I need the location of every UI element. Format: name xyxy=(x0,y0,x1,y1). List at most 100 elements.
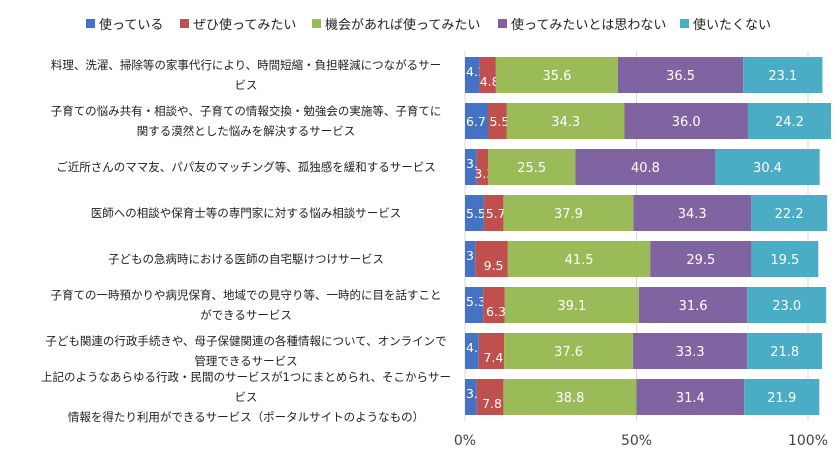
bar-5-4 xyxy=(747,287,827,323)
bar-4-0 xyxy=(465,241,476,277)
data-label-6-0: 4.0 xyxy=(466,340,486,355)
data-label-2-4: 30.4 xyxy=(753,161,782,176)
data-label-5-1: 6.3 xyxy=(486,304,506,319)
bar-7-4 xyxy=(744,379,820,415)
bar-6-0 xyxy=(465,333,479,369)
data-label-7-4: 21.9 xyxy=(767,391,796,406)
bar-2-1 xyxy=(476,149,488,185)
data-label-0-0: 4.2 xyxy=(466,64,486,79)
data-label-3-1: 5.7 xyxy=(486,206,506,221)
category-label-3: 医師への相談や保育士等の専門家に対する悩み相談サービス xyxy=(36,191,456,235)
data-label-7-2: 38.8 xyxy=(555,391,584,406)
data-label-6-2: 37.6 xyxy=(554,345,583,360)
x-tick-label-0: 0% xyxy=(454,433,476,449)
data-label-7-3: 31.4 xyxy=(676,391,705,406)
bar-7-2 xyxy=(503,379,637,415)
bar-3-1 xyxy=(483,195,504,231)
bar-0-4 xyxy=(743,57,823,93)
chart-legend: 使っている ぜひ使ってみたい 機会があれば使ってみたい 使ってみたいとは思わない… xyxy=(0,14,840,34)
category-label-line: 子育ての一時預かりや病児保育、地域での見守り等、一時的に目を話すこと xyxy=(50,288,442,302)
legend-swatch-3 xyxy=(498,19,507,28)
bar-6-1 xyxy=(478,333,505,369)
legend-swatch-2 xyxy=(312,19,321,28)
category-label-text-2: ご近所さんのママ友、パパ友のマッチング等、孤独感を緩和するサービス xyxy=(56,157,436,177)
legend-swatch-0 xyxy=(86,19,95,28)
category-label-6: 子ども関連の行政手続きや、母子保健関連の各種情報について、オンラインで 管理できる… xyxy=(36,329,456,373)
legend-label-3: 使ってみたいとは思わない xyxy=(511,18,667,33)
category-label-line: 子育ての悩み共有・相談や、子育ての情報交換・勉強会の実施等、子育てに xyxy=(50,104,442,118)
data-label-2-3: 40.8 xyxy=(631,161,660,176)
data-label-0-3: 36.5 xyxy=(666,69,695,84)
category-label-text-4: 子どもの急病時における医師の自宅駆けつけサービス xyxy=(108,249,384,269)
bar-5-0 xyxy=(465,287,484,323)
category-label-4: 子どもの急病時における医師の自宅駆けつけサービス xyxy=(36,237,456,281)
category-label-0: 料理、洗濯、掃除等の家事代行により、時間短縮・負担軽減につながるサー ビス xyxy=(36,53,456,97)
category-label-text-1: 子育ての悩み共有・相談や、子育ての情報交換・勉強会の実施等、子育てに 関する漠然と… xyxy=(51,101,442,141)
data-label-6-1: 7.4 xyxy=(483,350,503,365)
category-label-line: ビス xyxy=(234,78,258,92)
data-label-4-1: 9.5 xyxy=(484,258,504,273)
bar-1-0 xyxy=(465,103,488,139)
data-label-5-2: 39.1 xyxy=(557,299,586,314)
category-label-1: 子育ての悩み共有・相談や、子育ての情報交換・勉強会の実施等、子育てに 関する漠然と… xyxy=(36,99,456,143)
data-label-3-3: 34.3 xyxy=(678,207,707,222)
category-label-text-0: 料理、洗濯、掃除等の家事代行により、時間短縮・負担軽減につながるサー ビス xyxy=(51,55,441,95)
bar-0-3 xyxy=(617,57,744,93)
legend-label-2: 機会があれば使ってみたい xyxy=(325,18,481,33)
category-label-line: ご近所さんのママ友、パパ友のマッチング等、孤独感を緩和するサービス xyxy=(56,160,436,174)
data-label-2-0: 3.4 xyxy=(466,156,486,171)
data-label-2-2: 25.5 xyxy=(517,161,546,176)
bar-2-2 xyxy=(487,149,576,185)
category-label-5: 子育ての一時預かりや病児保育、地域での見守り等、一時的に目を話すこと ができるサー… xyxy=(36,283,456,327)
bar-3-2 xyxy=(503,195,634,231)
bar-7-1 xyxy=(476,379,504,415)
bar-1-1 xyxy=(487,103,507,139)
category-label-line: 医師への相談や保育士等の専門家に対する悩み相談サービス xyxy=(90,206,402,220)
data-label-7-0: 3.4 xyxy=(466,386,486,401)
category-label-text-7: 上記のようなあらゆる行政・民間のサービスが1つにまとめられ、そこからサービス 情報… xyxy=(36,367,456,427)
data-label-1-0: 6.7 xyxy=(466,114,486,129)
data-label-1-2: 34.3 xyxy=(551,115,580,130)
bar-4-3 xyxy=(650,241,752,277)
data-label-7-1: 7.8 xyxy=(482,396,502,411)
data-label-5-3: 31.6 xyxy=(679,299,708,314)
legend-item-2: 機会があれば使ってみたい xyxy=(312,14,480,33)
bar-4-4 xyxy=(751,241,819,277)
legend-label-0: 使っている xyxy=(99,18,164,33)
data-label-4-3: 29.5 xyxy=(686,253,715,268)
category-label-line: 料理、洗濯、掃除等の家事代行により、時間短縮・負担軽減につながるサー xyxy=(50,58,442,72)
category-label-line: 子ども関連の行政手続きや、母子保健関連の各種情報について、オンラインで xyxy=(45,334,447,348)
bar-5-3 xyxy=(638,287,748,323)
bar-1-3 xyxy=(624,103,748,139)
bar-7-0 xyxy=(465,379,477,415)
data-label-0-2: 35.6 xyxy=(542,69,571,84)
legend-item-4: 使いたくない xyxy=(680,14,771,33)
bar-2-3 xyxy=(575,149,716,185)
bar-0-1 xyxy=(479,57,496,93)
bar-5-2 xyxy=(504,287,639,323)
category-label-text-3: 医師への相談や保育士等の専門家に対する悩み相談サービス xyxy=(91,203,402,223)
bar-1-2 xyxy=(506,103,625,139)
bar-2-4 xyxy=(715,149,820,185)
data-label-5-0: 5.3 xyxy=(466,294,486,309)
data-label-4-2: 41.5 xyxy=(565,253,594,268)
bar-4-1 xyxy=(475,241,508,277)
data-label-4-0: 3.0 xyxy=(466,248,486,263)
bar-1-4 xyxy=(747,103,831,139)
legend-item-3: 使ってみたいとは思わない xyxy=(498,14,666,33)
bar-0-0 xyxy=(465,57,480,93)
data-label-3-0: 5.5 xyxy=(466,206,486,221)
category-label-line: 上記のようなあらゆる行政・民間のサービスが1つにまとめられ、そこからサービス xyxy=(41,370,451,404)
bar-5-1 xyxy=(483,287,505,323)
bar-6-3 xyxy=(633,333,748,369)
data-label-2-1: 3.3 xyxy=(474,166,494,181)
data-label-1-3: 36.0 xyxy=(672,115,701,130)
data-label-6-4: 21.8 xyxy=(770,345,799,360)
bar-3-3 xyxy=(633,195,752,231)
bar-3-4 xyxy=(751,195,828,231)
bar-6-4 xyxy=(747,333,823,369)
data-label-1-4: 24.2 xyxy=(775,115,804,130)
category-label-line: 管理できるサービス xyxy=(194,354,298,368)
x-tick-label-2: 100% xyxy=(788,433,828,449)
legend-item-0: 使っている xyxy=(86,14,163,33)
